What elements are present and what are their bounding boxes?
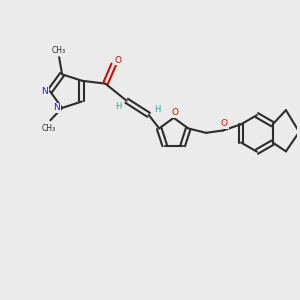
Text: CH₃: CH₃ bbox=[52, 46, 66, 55]
Text: O: O bbox=[221, 119, 228, 128]
Text: O: O bbox=[115, 56, 122, 64]
Text: N: N bbox=[53, 103, 60, 112]
Text: H: H bbox=[154, 105, 160, 114]
Text: H: H bbox=[115, 101, 122, 110]
Text: O: O bbox=[172, 108, 179, 117]
Text: N: N bbox=[41, 87, 48, 96]
Text: CH₃: CH₃ bbox=[42, 124, 56, 133]
